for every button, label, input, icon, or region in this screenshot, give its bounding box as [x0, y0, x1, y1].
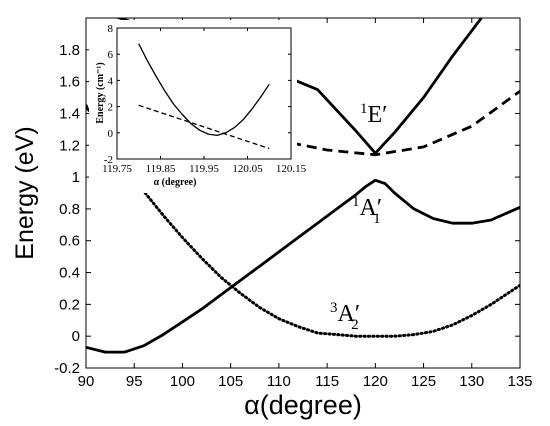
main-y-axis-label: Energy (eV)	[11, 126, 39, 259]
inset-y-tick-label: 6	[108, 49, 114, 61]
main-x-axis-label: α(degree)	[244, 390, 362, 420]
main-series-line-3	[86, 104, 520, 338]
main-x-tick-label: 90	[78, 373, 95, 390]
inset-plot-frame	[116, 27, 292, 160]
inset-y-tick-label: 8	[108, 23, 114, 35]
main-y-tick-label: 0.8	[59, 201, 80, 218]
inset-x-tick-label: 120.15	[276, 163, 307, 175]
inset-x-axis: 119.75 119.85 119.95 120.05 120.15	[102, 28, 307, 175]
inset-y-tick-label: -2	[104, 154, 113, 166]
main-series-line-2	[86, 178, 520, 354]
inset-y-axis: -2 0 2 4 6 8	[104, 23, 291, 166]
inset-x-tick-label: 119.95	[189, 163, 219, 175]
main-y-tick-label: 1	[72, 169, 80, 186]
main-y-tick-label: 1.6	[59, 74, 80, 91]
main-y-tick-label: 0	[72, 328, 80, 345]
inset-plot: 119.75 119.85 119.95 120.05 120.15 -2 0 2 4 6 8 α…	[89, 20, 307, 193]
main-x-tick-label: 100	[170, 373, 195, 390]
main-y-tick-label: 1.4	[59, 105, 80, 122]
inset-y-axis-label: Energy (cm⁻¹)	[95, 62, 106, 123]
main-x-tick-label: 95	[126, 373, 143, 390]
main-y-tick-label: -0.2	[54, 360, 80, 377]
inset-y-tick-label: 4	[108, 75, 114, 87]
inset-series-line-0	[138, 43, 270, 137]
main-x-tick-label: 125	[411, 373, 436, 390]
main-x-tick-label: 110	[267, 373, 291, 390]
main-y-tick-label: 0.4	[59, 265, 80, 282]
annotation-3A2-prime: 3A′2	[330, 300, 360, 333]
main-y-tick-label: 0.2	[59, 296, 80, 313]
inset-series-line-1	[138, 104, 270, 150]
main-x-axis: 90 95 100 105 110 115 120 125 130 135	[78, 18, 533, 390]
main-y-tick-label: 1.2	[59, 137, 80, 154]
main-plot: 90 95 100 105 110 115 120 125 130 135 -0.200.20.4…	[11, 17, 533, 420]
inset-y-tick-label: 2	[108, 102, 114, 114]
annotation-1E-prime: 1E′	[360, 101, 387, 128]
inset-x-tick-label: 119.75	[102, 163, 132, 175]
inset-y-tick-label: 0	[108, 128, 114, 140]
inset-x-tick-label: 119.85	[146, 163, 176, 175]
main-plot-frame	[85, 17, 521, 369]
inset-x-tick-label: 120.05	[232, 163, 263, 175]
main-x-tick-label: 105	[218, 373, 243, 390]
main-x-tick-label: 130	[459, 373, 484, 390]
annotation-1A1-prime: 1A′1	[352, 194, 382, 227]
inset-x-axis-label: α (degree)	[154, 177, 197, 188]
main-x-tick-label: 120	[363, 373, 388, 390]
inset-series-group	[138, 43, 270, 150]
main-y-axis: -0.2 0 0.2 0.4 0.6 0.8 1 1.2 1.4 1.6 1.8	[54, 42, 520, 377]
main-y-tick-label: 0.6	[59, 233, 80, 250]
main-y-tick-label: 1.8	[59, 42, 80, 59]
main-x-tick-label: 135	[507, 373, 532, 390]
main-x-tick-label: 115	[315, 373, 339, 390]
